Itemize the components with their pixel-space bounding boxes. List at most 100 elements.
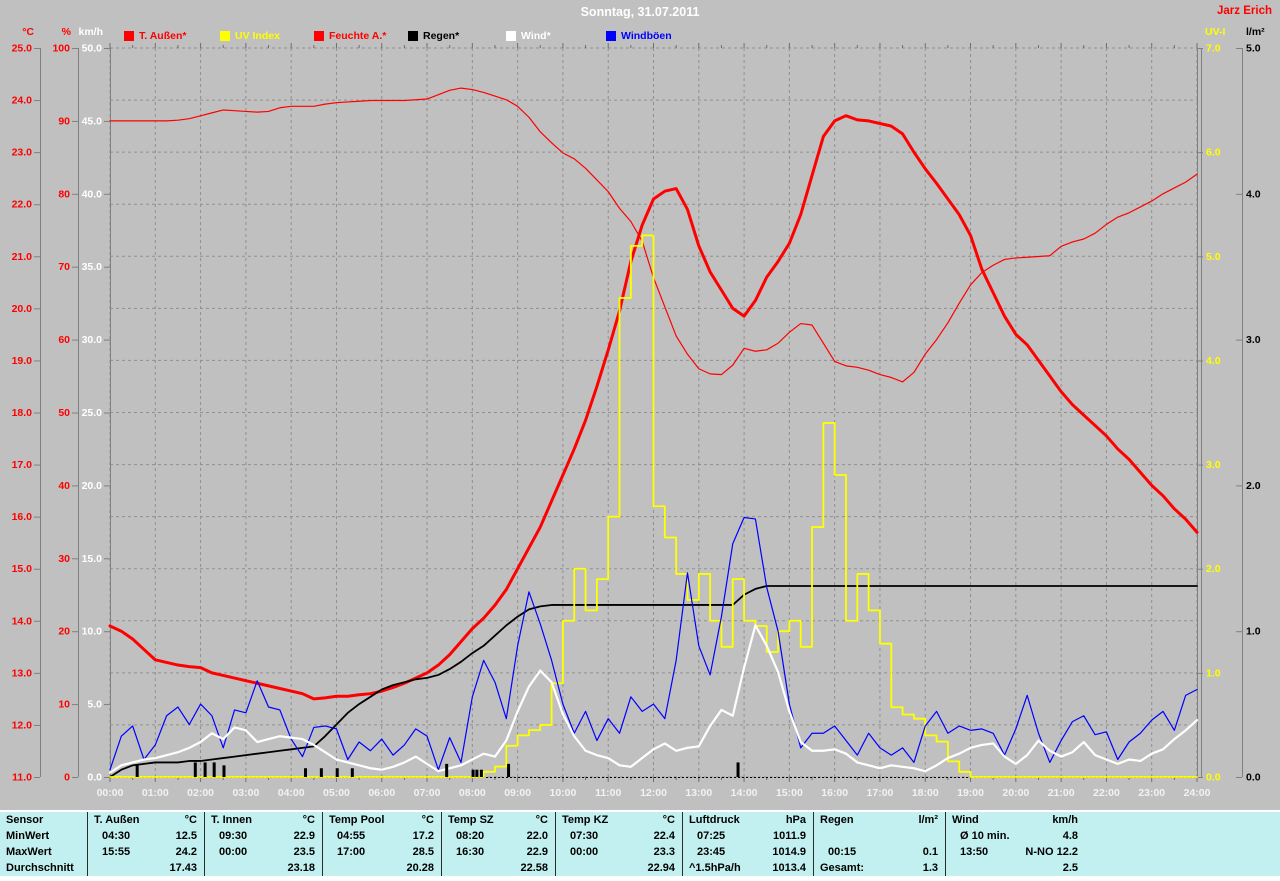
rain-event-bar xyxy=(193,762,197,777)
x-axis-label: 21:00 xyxy=(1048,787,1075,799)
table-row: Ø 10 min. 4.8 xyxy=(946,828,1085,844)
x-axis-label: 10:00 xyxy=(549,787,576,799)
legend-item-uv-index: UV Index xyxy=(220,30,280,42)
axis-tick-label-pct: 100 xyxy=(52,43,70,55)
axis-tick-label-rain: 2.0 xyxy=(1246,480,1261,492)
axis-tick-label-temp: 21.0 xyxy=(12,251,33,263)
rain-event-bar xyxy=(203,762,207,777)
table-row: 00:15 0.1 xyxy=(814,844,945,860)
table-cell: 24.2 xyxy=(175,846,197,858)
table-cell: 2.5 xyxy=(1062,862,1078,874)
table-cell: 22.0 xyxy=(526,830,548,842)
table-cell: 1014.9 xyxy=(772,846,806,858)
table-row: 09:30 22.9 xyxy=(205,828,322,844)
table-cell: °C xyxy=(184,814,197,826)
axis-unit-pct: % xyxy=(61,26,71,38)
axis-tick-label-rain: 4.0 xyxy=(1246,188,1261,200)
axis-tick-label-pct: 0 xyxy=(64,772,70,784)
axis-tick-label-uv: 1.0 xyxy=(1206,667,1221,679)
table-cell: km/h xyxy=(1052,814,1078,826)
axis-tick-label-uv: 4.0 xyxy=(1206,355,1221,367)
table-row: 00:00 23.3 xyxy=(556,844,682,860)
table-column-temp-kz: Temp KZ °C 07:30 22.4 00:00 23.3 22.94 xyxy=(555,812,682,876)
table-cell: 15:55 xyxy=(102,846,131,858)
x-axis-label: 19:00 xyxy=(957,787,984,799)
x-axis-label: 02:00 xyxy=(187,787,214,799)
table-row: 2.5 xyxy=(946,860,1085,876)
table-cell: Temp Pool xyxy=(329,814,385,826)
table-cell: 22.9 xyxy=(526,846,548,858)
x-axis-label: 03:00 xyxy=(232,787,259,799)
legend-swatch-wind xyxy=(506,31,516,41)
table-row: T. Außen °C xyxy=(88,812,204,828)
table-cell: 00:00 xyxy=(219,846,248,858)
axis-tick-label-rain: 1.0 xyxy=(1246,626,1261,638)
x-axis-label: 04:00 xyxy=(278,787,305,799)
table-row-label: MaxWert xyxy=(0,844,87,860)
axis-tick-label-temp: 13.0 xyxy=(12,667,33,679)
x-axis-label: 06:00 xyxy=(368,787,395,799)
table-row: 07:25 1011.9 xyxy=(683,828,813,844)
table-row: Luftdruck hPa xyxy=(683,812,813,828)
table-column-t-innen: T. Innen °C 09:30 22.9 00:00 23.5 23.18 xyxy=(204,812,322,876)
legend-label-gusts: Windböen xyxy=(621,30,672,42)
axis-unit-temp: °C xyxy=(22,26,34,38)
axis-unit-rain: l/m² xyxy=(1246,26,1265,38)
axis-tick-label-rain: 5.0 xyxy=(1246,43,1261,55)
table-cell: 07:25 xyxy=(697,830,726,842)
table-cell: 09:30 xyxy=(219,830,248,842)
axis-tick-label-wind: 15.0 xyxy=(82,553,103,565)
page-title: Sonntag, 31.07.2011 xyxy=(580,5,700,19)
bottom-strip xyxy=(0,876,1280,881)
axis-tick-label-rain: 3.0 xyxy=(1246,334,1261,346)
legend-label-humidity: Feuchte A.* xyxy=(329,30,387,42)
axis-tick-label-temp: 24.0 xyxy=(12,95,33,107)
table-cell xyxy=(820,828,828,844)
table-row xyxy=(814,828,945,844)
rain-event-bar xyxy=(479,769,483,777)
x-axis-label: 05:00 xyxy=(323,787,350,799)
legend-swatch-temp-out xyxy=(124,31,134,41)
x-axis-label: 24:00 xyxy=(1184,787,1211,799)
legend-item-wind: Wind* xyxy=(506,30,551,42)
x-axis-label: 13:00 xyxy=(685,787,712,799)
table-cell: Temp SZ xyxy=(448,814,494,826)
table-cell: 08:20 xyxy=(456,830,485,842)
legend-item-rain: Regen* xyxy=(408,30,459,42)
table-cell: 07:30 xyxy=(570,830,599,842)
axis-tick-label-temp: 23.0 xyxy=(12,147,33,159)
legend-item-gusts: Windböen xyxy=(606,30,672,42)
axis-tick-label-wind: 25.0 xyxy=(82,407,103,419)
table-cell: 00:00 xyxy=(570,846,599,858)
rain-event-bar xyxy=(212,762,216,777)
table-column-luftdruck: Luftdruck hPa 07:25 1011.9 23:45 1014.9 ^1.5hP… xyxy=(682,812,813,876)
table-cell: T. Außen xyxy=(94,814,140,826)
rain-event-bar xyxy=(471,769,475,777)
rain-event-bar xyxy=(445,763,449,777)
axis-unit-uv: UV-I xyxy=(1205,26,1226,38)
table-row: Regen l/m² xyxy=(814,812,945,828)
axis-tick-label-temp: 11.0 xyxy=(12,772,32,784)
table-row: 23:45 1014.9 xyxy=(683,844,813,860)
table-column-temp-sz: Temp SZ °C 08:20 22.0 16:30 22.9 22.58 xyxy=(441,812,555,876)
table-row: ^1.5hPa/h 1013.4 xyxy=(683,860,813,876)
table-cell: N-NO 12.2 xyxy=(1025,846,1078,858)
legend-label-temp-out: T. Außen* xyxy=(139,30,187,42)
axis-tick-label-wind: 0.0 xyxy=(87,772,102,784)
table-cell: °C xyxy=(535,814,548,826)
table-row: 17:00 28.5 xyxy=(323,844,441,860)
table-cell: 04:30 xyxy=(102,830,131,842)
axis-tick-label-uv: 0.0 xyxy=(1206,772,1221,784)
axis-tick-label-wind: 20.0 xyxy=(82,480,103,492)
table-column-temp-pool: Temp Pool °C 04:55 17.2 17:00 28.5 20.28 xyxy=(322,812,441,876)
axis-tick-label-temp: 17.0 xyxy=(12,459,33,471)
table-cell: °C xyxy=(302,814,315,826)
axis-tick-label-wind: 5.0 xyxy=(87,699,102,711)
axis-tick-label-wind: 40.0 xyxy=(82,188,103,200)
table-row: 04:55 17.2 xyxy=(323,828,441,844)
axis-tick-label-pct: 50 xyxy=(58,407,70,419)
x-axis-label: 00:00 xyxy=(97,787,124,799)
table-row: Temp KZ °C xyxy=(556,812,682,828)
axis-tick-label-temp: 25.0 xyxy=(12,43,33,55)
table-row: T. Innen °C xyxy=(205,812,322,828)
